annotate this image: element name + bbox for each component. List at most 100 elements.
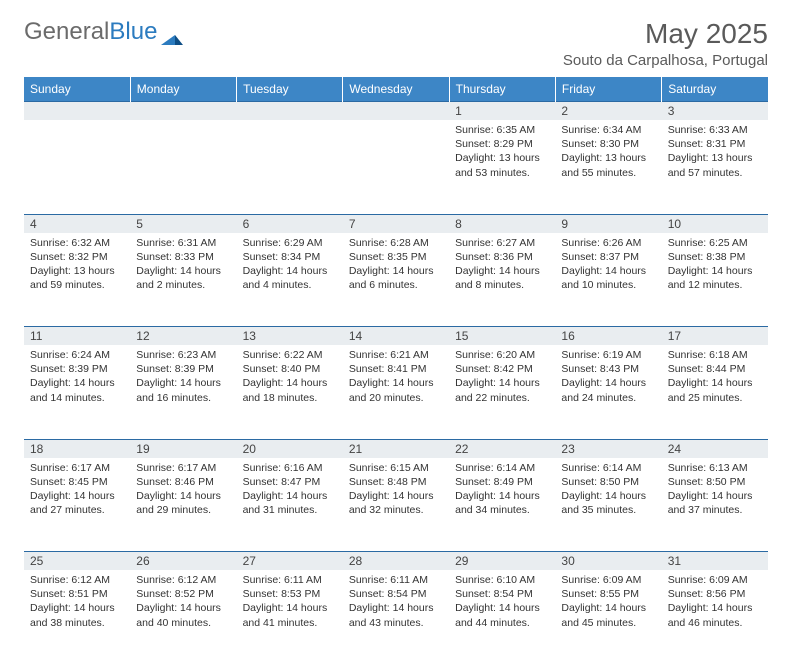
day-detail-cell: Sunrise: 6:09 AMSunset: 8:55 PMDaylight:…	[555, 570, 661, 664]
weekday-header: Monday	[130, 77, 236, 102]
title-block: May 2025 Souto da Carpalhosa, Portugal	[563, 18, 768, 69]
day-detail-cell: Sunrise: 6:35 AMSunset: 8:29 PMDaylight:…	[449, 120, 555, 214]
day-info: Sunrise: 6:11 AMSunset: 8:53 PMDaylight:…	[237, 570, 343, 634]
brand-part1: General	[24, 18, 109, 46]
day-info: Sunrise: 6:23 AMSunset: 8:39 PMDaylight:…	[130, 345, 236, 409]
day-number-cell: 27	[237, 552, 343, 571]
day-detail-cell: Sunrise: 6:23 AMSunset: 8:39 PMDaylight:…	[130, 345, 236, 439]
day-detail-cell: Sunrise: 6:19 AMSunset: 8:43 PMDaylight:…	[555, 345, 661, 439]
day-detail-cell: Sunrise: 6:25 AMSunset: 8:38 PMDaylight:…	[662, 233, 768, 327]
day-number-row: 18192021222324	[24, 439, 768, 458]
day-number-cell: 13	[237, 327, 343, 346]
day-info: Sunrise: 6:25 AMSunset: 8:38 PMDaylight:…	[662, 233, 768, 297]
day-detail-cell: Sunrise: 6:28 AMSunset: 8:35 PMDaylight:…	[343, 233, 449, 327]
day-info: Sunrise: 6:15 AMSunset: 8:48 PMDaylight:…	[343, 458, 449, 522]
day-number-cell: 22	[449, 439, 555, 458]
day-info: Sunrise: 6:13 AMSunset: 8:50 PMDaylight:…	[662, 458, 768, 522]
day-detail-cell: Sunrise: 6:16 AMSunset: 8:47 PMDaylight:…	[237, 458, 343, 552]
day-number-row: 45678910	[24, 214, 768, 233]
day-detail-row: Sunrise: 6:35 AMSunset: 8:29 PMDaylight:…	[24, 120, 768, 214]
day-info: Sunrise: 6:17 AMSunset: 8:45 PMDaylight:…	[24, 458, 130, 522]
weekday-header-row: SundayMondayTuesdayWednesdayThursdayFrid…	[24, 77, 768, 102]
day-number-cell: 30	[555, 552, 661, 571]
day-number-cell: 15	[449, 327, 555, 346]
day-detail-cell: Sunrise: 6:32 AMSunset: 8:32 PMDaylight:…	[24, 233, 130, 327]
day-number-cell: 20	[237, 439, 343, 458]
day-detail-cell: Sunrise: 6:34 AMSunset: 8:30 PMDaylight:…	[555, 120, 661, 214]
day-detail-cell: Sunrise: 6:27 AMSunset: 8:36 PMDaylight:…	[449, 233, 555, 327]
day-info: Sunrise: 6:26 AMSunset: 8:37 PMDaylight:…	[555, 233, 661, 297]
day-number-cell: 16	[555, 327, 661, 346]
day-number-cell: 9	[555, 214, 661, 233]
day-detail-cell	[237, 120, 343, 214]
day-number-cell: 25	[24, 552, 130, 571]
day-detail-cell: Sunrise: 6:33 AMSunset: 8:31 PMDaylight:…	[662, 120, 768, 214]
day-detail-row: Sunrise: 6:24 AMSunset: 8:39 PMDaylight:…	[24, 345, 768, 439]
day-number-cell: 10	[662, 214, 768, 233]
day-info: Sunrise: 6:31 AMSunset: 8:33 PMDaylight:…	[130, 233, 236, 297]
day-number-cell: 5	[130, 214, 236, 233]
day-number-cell: 3	[662, 102, 768, 121]
day-number-cell: 2	[555, 102, 661, 121]
day-number-cell	[343, 102, 449, 121]
header: GeneralBlue May 2025 Souto da Carpalhosa…	[24, 18, 768, 69]
day-info: Sunrise: 6:21 AMSunset: 8:41 PMDaylight:…	[343, 345, 449, 409]
day-detail-cell	[130, 120, 236, 214]
day-detail-cell	[24, 120, 130, 214]
day-number-cell	[130, 102, 236, 121]
calendar-body: 123Sunrise: 6:35 AMSunset: 8:29 PMDaylig…	[24, 102, 768, 664]
day-number-cell: 7	[343, 214, 449, 233]
weekday-header: Wednesday	[343, 77, 449, 102]
day-number-cell: 18	[24, 439, 130, 458]
day-detail-cell: Sunrise: 6:14 AMSunset: 8:50 PMDaylight:…	[555, 458, 661, 552]
day-detail-cell: Sunrise: 6:17 AMSunset: 8:46 PMDaylight:…	[130, 458, 236, 552]
day-detail-cell	[343, 120, 449, 214]
day-detail-cell: Sunrise: 6:22 AMSunset: 8:40 PMDaylight:…	[237, 345, 343, 439]
day-detail-row: Sunrise: 6:32 AMSunset: 8:32 PMDaylight:…	[24, 233, 768, 327]
weekday-header: Tuesday	[237, 77, 343, 102]
day-number-cell	[237, 102, 343, 121]
day-info: Sunrise: 6:16 AMSunset: 8:47 PMDaylight:…	[237, 458, 343, 522]
weekday-header: Sunday	[24, 77, 130, 102]
day-number-cell: 31	[662, 552, 768, 571]
day-info: Sunrise: 6:11 AMSunset: 8:54 PMDaylight:…	[343, 570, 449, 634]
day-number-cell: 26	[130, 552, 236, 571]
day-number-cell: 11	[24, 327, 130, 346]
day-detail-cell: Sunrise: 6:26 AMSunset: 8:37 PMDaylight:…	[555, 233, 661, 327]
day-info: Sunrise: 6:14 AMSunset: 8:50 PMDaylight:…	[555, 458, 661, 522]
day-number-row: 123	[24, 102, 768, 121]
day-detail-cell: Sunrise: 6:18 AMSunset: 8:44 PMDaylight:…	[662, 345, 768, 439]
day-number-cell: 24	[662, 439, 768, 458]
day-number-cell	[24, 102, 130, 121]
day-detail-cell: Sunrise: 6:11 AMSunset: 8:54 PMDaylight:…	[343, 570, 449, 664]
day-info: Sunrise: 6:35 AMSunset: 8:29 PMDaylight:…	[449, 120, 555, 184]
day-detail-cell: Sunrise: 6:11 AMSunset: 8:53 PMDaylight:…	[237, 570, 343, 664]
day-number-cell: 14	[343, 327, 449, 346]
day-info: Sunrise: 6:10 AMSunset: 8:54 PMDaylight:…	[449, 570, 555, 634]
day-number-cell: 4	[24, 214, 130, 233]
day-detail-cell: Sunrise: 6:09 AMSunset: 8:56 PMDaylight:…	[662, 570, 768, 664]
day-number-row: 11121314151617	[24, 327, 768, 346]
day-info: Sunrise: 6:27 AMSunset: 8:36 PMDaylight:…	[449, 233, 555, 297]
day-detail-cell: Sunrise: 6:12 AMSunset: 8:51 PMDaylight:…	[24, 570, 130, 664]
day-info: Sunrise: 6:28 AMSunset: 8:35 PMDaylight:…	[343, 233, 449, 297]
page-title: May 2025	[563, 18, 768, 50]
day-info: Sunrise: 6:17 AMSunset: 8:46 PMDaylight:…	[130, 458, 236, 522]
day-info: Sunrise: 6:19 AMSunset: 8:43 PMDaylight:…	[555, 345, 661, 409]
day-info: Sunrise: 6:09 AMSunset: 8:55 PMDaylight:…	[555, 570, 661, 634]
day-number-cell: 17	[662, 327, 768, 346]
day-number-cell: 28	[343, 552, 449, 571]
day-info: Sunrise: 6:22 AMSunset: 8:40 PMDaylight:…	[237, 345, 343, 409]
day-number-cell: 21	[343, 439, 449, 458]
day-info: Sunrise: 6:33 AMSunset: 8:31 PMDaylight:…	[662, 120, 768, 184]
day-detail-cell: Sunrise: 6:15 AMSunset: 8:48 PMDaylight:…	[343, 458, 449, 552]
day-info: Sunrise: 6:14 AMSunset: 8:49 PMDaylight:…	[449, 458, 555, 522]
day-detail-cell: Sunrise: 6:13 AMSunset: 8:50 PMDaylight:…	[662, 458, 768, 552]
day-info: Sunrise: 6:20 AMSunset: 8:42 PMDaylight:…	[449, 345, 555, 409]
weekday-header: Friday	[555, 77, 661, 102]
day-number-cell: 12	[130, 327, 236, 346]
day-info: Sunrise: 6:12 AMSunset: 8:51 PMDaylight:…	[24, 570, 130, 634]
day-info: Sunrise: 6:34 AMSunset: 8:30 PMDaylight:…	[555, 120, 661, 184]
day-detail-cell: Sunrise: 6:31 AMSunset: 8:33 PMDaylight:…	[130, 233, 236, 327]
day-number-row: 25262728293031	[24, 552, 768, 571]
